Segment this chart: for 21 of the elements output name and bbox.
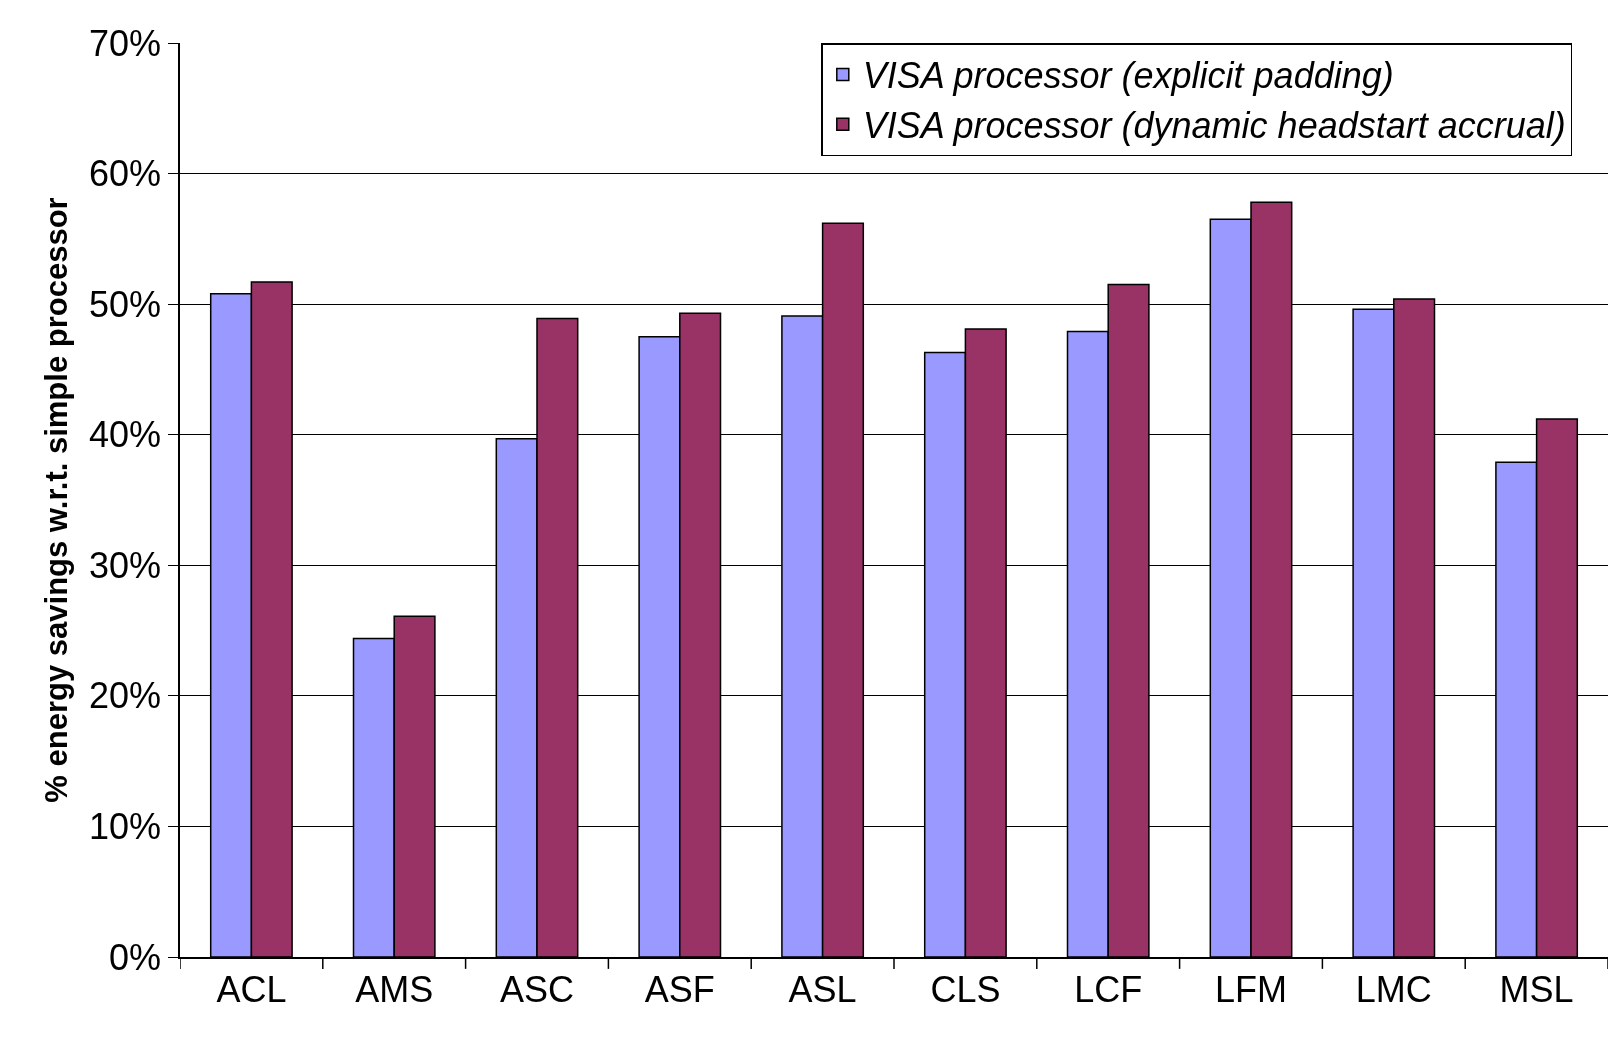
- y-tick-label: 20%: [88, 675, 162, 717]
- y-tick-label: 50%: [88, 283, 162, 325]
- x-tick-label: ASF: [644, 968, 715, 1010]
- y-axis-title: % energy savings w.r.t. simple processor: [39, 197, 75, 803]
- x-tick-label: LCF: [1074, 968, 1143, 1010]
- y-tick-label: 60%: [88, 153, 162, 195]
- y-tick-label: 10%: [88, 806, 162, 848]
- x-tick-label: AMS: [355, 968, 434, 1010]
- legend-label: VISA processor (explicit padding): [862, 55, 1394, 97]
- x-tick-label: LMC: [1355, 968, 1432, 1010]
- y-tick-label: 30%: [88, 544, 162, 586]
- x-tick-label: ASC: [499, 968, 575, 1010]
- legend-label: VISA processor (dynamic headstart accrual): [862, 105, 1566, 147]
- y-tick-label: 0%: [109, 936, 162, 978]
- x-tick-label: ACL: [216, 968, 287, 1010]
- y-tick-label: 70%: [88, 22, 162, 64]
- x-tick-label: MSL: [1499, 968, 1574, 1010]
- y-tick-label: 40%: [88, 414, 162, 456]
- x-tick-label: ASL: [788, 968, 857, 1010]
- x-tick-label: LFM: [1215, 968, 1287, 1010]
- x-tick-label: CLS: [930, 968, 1001, 1010]
